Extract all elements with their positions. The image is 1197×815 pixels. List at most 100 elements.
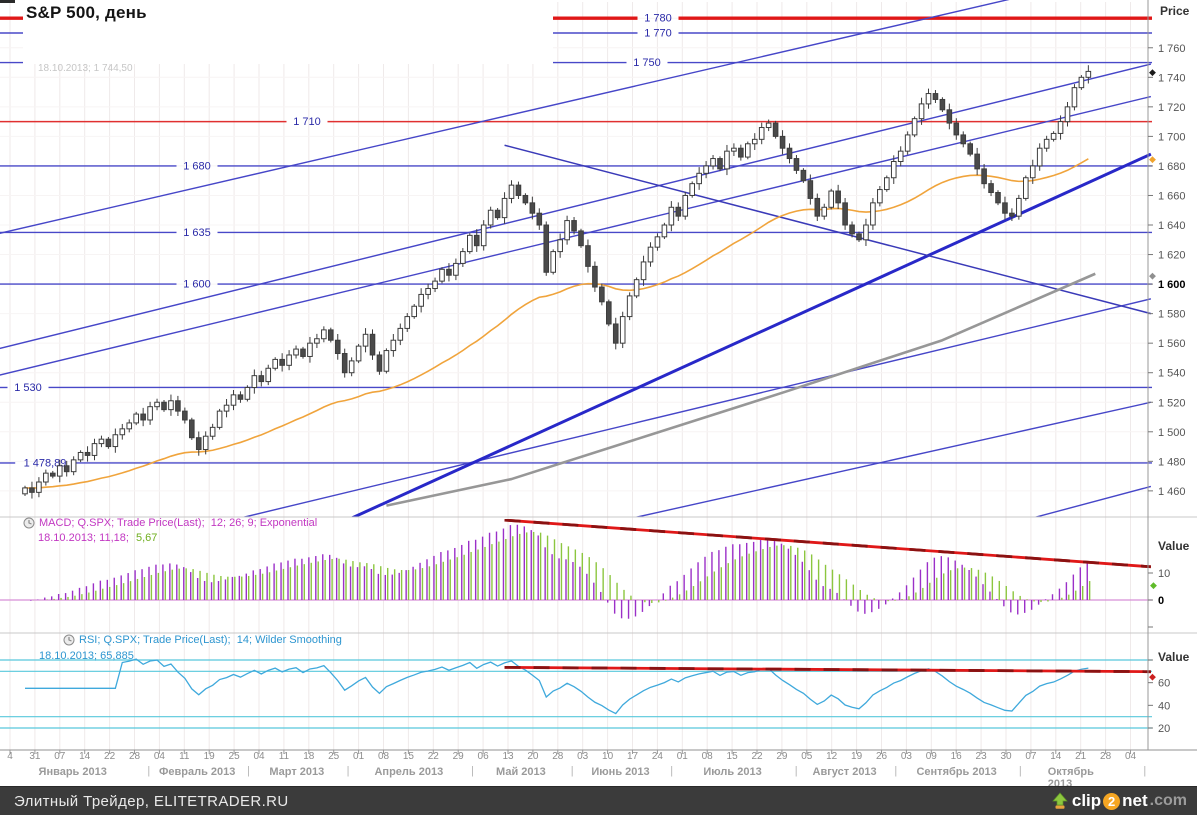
candle — [43, 472, 49, 483]
price-tick-label: 1 480 — [1158, 456, 1186, 468]
price-tick-label: 1 560 — [1158, 338, 1186, 350]
candle — [251, 375, 258, 388]
candle — [522, 194, 529, 204]
candle — [369, 333, 376, 356]
candle — [244, 386, 251, 400]
candle — [300, 348, 306, 357]
x-axis-day-labels: 4 31 07 14 22 28 04 11 19 25 04 11 18 25 01 08 15 22 29 06 1… — [0, 751, 1148, 765]
macd-axis-title: Value — [1158, 539, 1190, 553]
candle — [91, 443, 98, 456]
candle — [606, 301, 612, 325]
macd-values-main: 18.10.2013; 11,18; — [38, 532, 132, 544]
candle — [501, 197, 508, 219]
candle — [480, 224, 487, 247]
candle — [1057, 121, 1064, 134]
macd-trendline-dash — [504, 519, 1152, 569]
price-axis-title: Price — [1160, 4, 1190, 18]
orange-ema-line — [24, 158, 1089, 489]
candle — [904, 134, 911, 152]
candle — [946, 109, 953, 124]
grid-layer — [0, 2, 1148, 750]
candle — [105, 438, 112, 448]
x-axis-month-label: Январь 2013 — [38, 766, 107, 778]
x-axis-month-label: Август 2013 — [812, 766, 877, 778]
candle — [126, 422, 133, 430]
candle — [467, 234, 473, 253]
price-chart-canvas[interactable]: 1 780 1 770 1 750 1 710 1 680 1 635 1 600 1 530… — [0, 0, 1197, 755]
x-axis-month-label: Июнь 2013 — [591, 766, 650, 778]
candle — [974, 153, 980, 170]
candle — [328, 329, 334, 341]
macd-signal-value: 5,67 — [136, 532, 158, 544]
rsi-legend-text: RSI; Q.SPX; Trade Price(Last); 14; Wilde… — [79, 634, 342, 646]
candle — [890, 160, 897, 179]
candle — [230, 394, 237, 406]
month-separator: | — [1018, 765, 1022, 777]
x-axis-day-label: 19 — [203, 751, 215, 762]
x-axis-day-label: 09 — [925, 751, 937, 762]
candle — [473, 234, 480, 247]
candle — [321, 329, 327, 340]
macd-layer — [0, 519, 1152, 619]
upload-arrow-icon — [1052, 792, 1068, 809]
month-separator: | — [894, 765, 898, 777]
month-separator: | — [346, 765, 350, 777]
trendline — [0, 0, 1010, 234]
macd-legend-values: 18.10.2013; 11,18; 5,67 — [38, 532, 157, 544]
candle — [1085, 70, 1092, 78]
level-label: 1 478,89 — [24, 457, 67, 469]
candle — [418, 293, 424, 307]
candle — [22, 487, 28, 495]
x-axis-day-label: 08 — [377, 751, 390, 762]
candle — [154, 401, 160, 408]
candle — [1023, 177, 1029, 199]
month-separator: | — [1143, 765, 1147, 777]
candle — [147, 406, 153, 421]
logo-clip: clip — [1071, 791, 1102, 810]
candle — [564, 220, 570, 241]
x-axis-day-label: 04 — [153, 751, 165, 762]
candle — [557, 239, 563, 253]
x-axis-day-label: 18 — [303, 751, 315, 762]
rsi-legend-values: 18.10.2013; 65,885 — [39, 650, 134, 662]
candle — [814, 197, 821, 217]
candle — [1064, 106, 1071, 123]
candle — [189, 419, 195, 439]
rsi-line — [25, 658, 1089, 715]
price-tick-label: 1 520 — [1158, 397, 1186, 409]
levels-layer: 1 780 1 770 1 750 1 710 1 680 1 635 1 600 1 530… — [0, 13, 1152, 469]
candle — [376, 354, 383, 372]
price-tick-label: 1 740 — [1158, 72, 1186, 84]
x-axis-day-label: 25 — [228, 751, 240, 762]
x-axis-day-label: 04 — [1124, 751, 1137, 762]
candle — [1029, 165, 1036, 179]
rsi-tick-label: 20 — [1158, 723, 1170, 735]
x-axis-day-label: 01 — [353, 751, 365, 762]
candle — [633, 279, 640, 297]
chart-title: S&P 500, день — [26, 3, 147, 22]
clip2net-logo[interactable]: clip 2 net .com — [1050, 791, 1187, 811]
trendlines-layer — [0, 0, 1152, 517]
x-axis-day-label: 17 — [626, 751, 639, 762]
x-axis-day-label: 21 — [1075, 751, 1087, 762]
price-tick-label: 1 620 — [1158, 250, 1186, 262]
candle — [56, 465, 63, 477]
macd-tick-label: 0 — [1158, 595, 1164, 607]
candle — [765, 122, 772, 129]
logo-com: .com — [1149, 792, 1187, 809]
candle — [828, 190, 835, 208]
candle — [279, 358, 285, 366]
candle — [355, 345, 362, 362]
x-axis-day-label: 15 — [402, 751, 414, 762]
x-axis-month-label: Сентябрь 2013 — [916, 766, 997, 778]
rsi-layer — [0, 658, 1152, 729]
candle — [626, 295, 633, 318]
x-axis-day-label: 30 — [1000, 751, 1012, 762]
clock-icon — [23, 517, 35, 529]
candle — [877, 189, 883, 204]
candle — [612, 323, 619, 344]
month-separator: | — [570, 765, 574, 777]
candle — [334, 339, 341, 355]
x-axis-month-label: Апрель 2013 — [374, 766, 444, 778]
x-axis-day-label: 15 — [726, 751, 738, 762]
